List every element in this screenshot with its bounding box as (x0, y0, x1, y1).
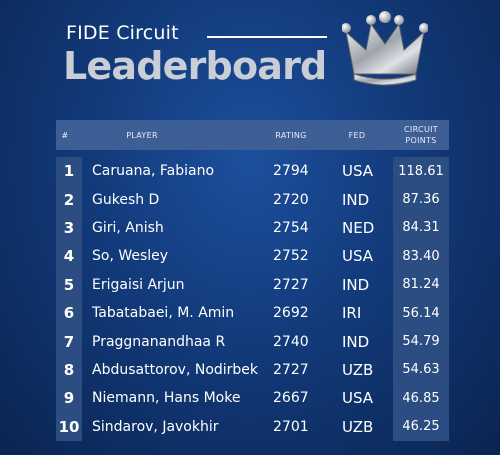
rating-cell: 2794 (273, 163, 309, 180)
rating-cell: 2754 (273, 219, 309, 236)
page-title: Leaderboard (63, 44, 327, 88)
rating-cell: 2720 (273, 191, 309, 208)
player-cell: Abdusattorov, Nodirbek (92, 361, 259, 378)
rank-cell: 6 (63, 304, 75, 323)
fed-cell: IRI (342, 304, 362, 323)
points-cell: 83.40 (402, 248, 440, 264)
points-cell: 81.24 (402, 277, 440, 293)
column-header-rank: # (61, 130, 69, 140)
points-column-band (393, 157, 449, 441)
rank-cell: 2 (63, 190, 75, 209)
player-cell: Niemann, Hans Moke (92, 390, 241, 407)
table-row: 4 So, Wesley 2752 USA 83.40 (56, 242, 449, 270)
points-cell: 54.63 (402, 362, 440, 378)
table-row: 6 Tabatabaei, M. Amin 2692 IRI 56.14 (56, 299, 449, 327)
points-cell: 118.61 (398, 163, 444, 179)
leaderboard-table: # PLAYER RATING FED CIRCUIT POINTS 1 Caru… (56, 120, 449, 441)
player-cell: Erigaisi Arjun (92, 276, 185, 293)
points-cell: 84.31 (402, 220, 440, 236)
rank-column-band (56, 157, 82, 441)
player-cell: Giri, Anish (92, 219, 164, 236)
rating-cell: 2727 (273, 276, 309, 293)
rating-cell: 2740 (273, 333, 309, 350)
player-cell: Sindarov, Javokhir (92, 418, 219, 435)
table-row: 1 Caruana, Fabiano 2794 USA 118.61 (56, 157, 449, 185)
table-row: 7 Praggnanandhaa R 2740 IND 54.79 (56, 327, 449, 355)
fed-cell: UZB (342, 417, 374, 436)
rating-cell: 2701 (273, 418, 309, 435)
player-cell: Caruana, Fabiano (92, 163, 215, 180)
player-cell: Gukesh D (92, 191, 160, 208)
fed-cell: IND (342, 190, 370, 209)
table-row: 2 Gukesh D 2720 IND 87.36 (56, 185, 449, 213)
rank-cell: 7 (63, 332, 75, 351)
table-header: # PLAYER RATING FED CIRCUIT POINTS (56, 120, 449, 150)
column-header-circuit-points: CIRCUIT POINTS (404, 125, 438, 145)
column-header-fed: FED (348, 130, 366, 140)
fed-cell: UZB (342, 360, 374, 379)
rank-cell: 9 (63, 389, 75, 408)
crown-icon (342, 11, 428, 86)
fed-cell: IND (342, 275, 370, 294)
rank-cell: 5 (63, 275, 75, 294)
column-header-player: PLAYER (126, 130, 158, 140)
points-cell: 46.85 (402, 390, 440, 406)
title-divider (207, 36, 327, 38)
table-row: 8 Abdusattorov, Nodirbek 2727 UZB 54.63 (56, 356, 449, 384)
points-cell: 46.25 (402, 419, 440, 435)
rank-cell: 1 (63, 162, 75, 181)
rating-cell: 2727 (273, 361, 309, 378)
fed-cell: USA (342, 162, 374, 181)
points-cell: 56.14 (402, 305, 440, 321)
points-cell: 54.79 (402, 334, 440, 350)
table-row: 3 Giri, Anish 2754 NED 84.31 (56, 214, 449, 242)
rating-cell: 2667 (273, 390, 309, 407)
fed-cell: USA (342, 389, 374, 408)
rank-cell: 4 (63, 247, 75, 266)
table-row: 5 Erigaisi Arjun 2727 IND 81.24 (56, 271, 449, 299)
table-row: 10 Sindarov, Javokhir 2701 UZB 46.25 (56, 413, 449, 441)
subtitle: FIDE Circuit (66, 22, 179, 44)
player-cell: Praggnanandhaa R (92, 333, 226, 350)
rating-cell: 2692 (273, 305, 309, 322)
fed-cell: IND (342, 332, 370, 351)
rank-cell: 8 (63, 360, 75, 379)
fed-cell: NED (342, 218, 375, 237)
rating-cell: 2752 (273, 248, 309, 265)
rank-cell: 3 (63, 218, 75, 237)
fed-cell: USA (342, 247, 374, 266)
player-cell: So, Wesley (92, 248, 169, 265)
points-cell: 87.36 (402, 192, 440, 208)
rank-cell: 10 (58, 417, 80, 436)
player-cell: Tabatabaei, M. Amin (92, 305, 235, 322)
column-header-rating: RATING (275, 130, 307, 140)
table-row: 9 Niemann, Hans Moke 2667 USA 46.85 (56, 384, 449, 412)
